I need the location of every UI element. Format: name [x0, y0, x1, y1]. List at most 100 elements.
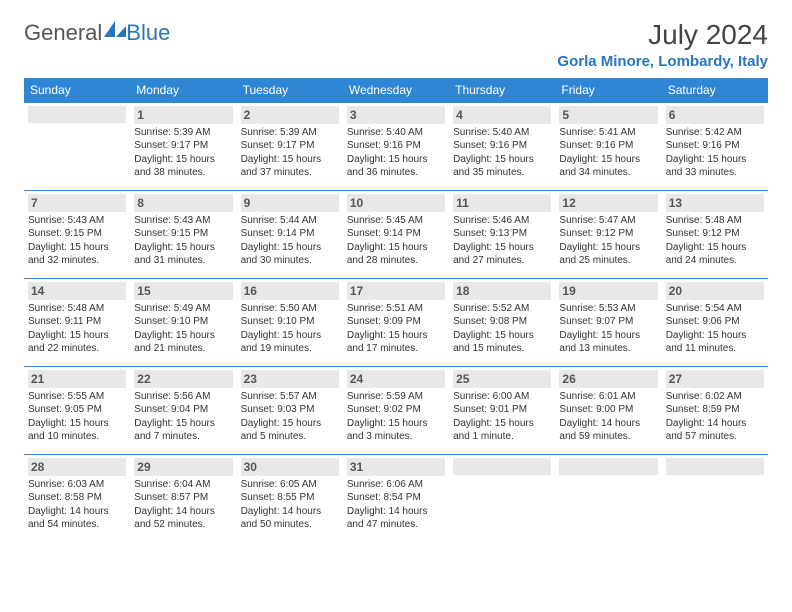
- day-info: Sunrise: 5:40 AMSunset: 9:16 PMDaylight:…: [453, 126, 551, 180]
- daylight-text: Daylight: 15 hours and 34 minutes.: [559, 153, 657, 180]
- day-number: 27: [666, 370, 764, 388]
- weekday-header: Friday: [555, 78, 661, 103]
- sunset-text: Sunset: 9:15 PM: [28, 227, 126, 241]
- sunset-text: Sunset: 8:58 PM: [28, 491, 126, 505]
- day-number: 8: [134, 194, 232, 212]
- day-info: Sunrise: 5:55 AMSunset: 9:05 PMDaylight:…: [28, 390, 126, 444]
- calendar-day-cell: 11Sunrise: 5:46 AMSunset: 9:13 PMDayligh…: [449, 190, 555, 278]
- sunset-text: Sunset: 9:08 PM: [453, 315, 551, 329]
- day-info: Sunrise: 6:01 AMSunset: 9:00 PMDaylight:…: [559, 390, 657, 444]
- daylight-text: Daylight: 15 hours and 1 minute.: [453, 417, 551, 444]
- daynum-placeholder: [559, 458, 657, 475]
- day-number: 1: [134, 106, 232, 124]
- sunrise-text: Sunrise: 6:01 AM: [559, 390, 657, 404]
- sunset-text: Sunset: 9:17 PM: [134, 139, 232, 153]
- calendar-week-row: 28 Sunrise: 6:03 AMSunset: 8:58 PM Dayligh…: [24, 454, 768, 542]
- sunrise-text: Sunrise: 5:59 AM: [347, 390, 445, 404]
- day-number: 26: [559, 370, 657, 388]
- sunset-text: Sunset: 9:11 PM: [28, 315, 126, 329]
- calendar-day-cell: 26 Sunrise: 6:01 AMSunset: 9:00 PMDayligh…: [555, 366, 661, 454]
- sunrise-text: Sunrise: 5:45 AM: [347, 214, 445, 228]
- day-number: 14: [28, 282, 126, 300]
- day-number: 24: [347, 370, 445, 388]
- calendar-day-cell: 15Sunrise: 5:49 AMSunset: 9:10 PMDayligh…: [130, 278, 236, 366]
- day-info: Sunrise: 5:43 AMSunset: 9:15 PMDaylight:…: [134, 214, 232, 268]
- calendar-empty-cell: [24, 102, 130, 190]
- calendar-week-row: 1 Sunrise: 5:39 AMSunset: 9:17 PM Daylight…: [24, 102, 768, 190]
- sunset-text: Sunset: 9:14 PM: [241, 227, 339, 241]
- day-number: 29: [134, 458, 232, 476]
- calendar-day-cell: 18Sunrise: 5:52 AMSunset: 9:08 PMDayligh…: [449, 278, 555, 366]
- sunrise-text: Sunrise: 5:40 AM: [347, 126, 445, 140]
- day-info: Sunrise: 5:52 AMSunset: 9:08 PMDaylight:…: [453, 302, 551, 356]
- calendar-day-cell: 25Sunrise: 6:00 AMSunset: 9:01 PMDayligh…: [449, 366, 555, 454]
- sunrise-text: Sunrise: 5:46 AM: [453, 214, 551, 228]
- day-number: 28: [28, 458, 126, 476]
- sunset-text: Sunset: 9:07 PM: [559, 315, 657, 329]
- sunrise-text: Sunrise: 5:41 AM: [559, 126, 657, 140]
- sunrise-text: Sunrise: 5:49 AM: [134, 302, 232, 316]
- day-number: 23: [241, 370, 339, 388]
- calendar-day-cell: 22Sunrise: 5:56 AMSunset: 9:04 PMDayligh…: [130, 366, 236, 454]
- sunset-text: Sunset: 9:10 PM: [241, 315, 339, 329]
- sunset-text: Sunset: 9:01 PM: [453, 403, 551, 417]
- day-number: 20: [666, 282, 764, 300]
- daylight-text: Daylight: 14 hours and 47 minutes.: [347, 505, 445, 532]
- sunset-text: Sunset: 9:00 PM: [559, 403, 657, 417]
- day-info: Sunrise: 5:51 AMSunset: 9:09 PMDaylight:…: [347, 302, 445, 356]
- calendar-day-cell: 13 Sunrise: 5:48 AMSunset: 9:12 PMDayligh…: [662, 190, 768, 278]
- sunrise-text: Sunrise: 5:39 AM: [134, 126, 232, 140]
- calendar-day-cell: 20Sunrise: 5:54 AMSunset: 9:06 PMDayligh…: [662, 278, 768, 366]
- sunset-text: Sunset: 9:09 PM: [347, 315, 445, 329]
- calendar-day-cell: 14Sunrise: 5:48 AMSunset: 9:11 PMDayligh…: [24, 278, 130, 366]
- daylight-text: Daylight: 15 hours and 21 minutes.: [134, 329, 232, 356]
- brand-sail-icon: [104, 17, 126, 43]
- daynum-placeholder: [666, 458, 764, 475]
- day-info: Sunrise: 5:42 AMSunset: 9:16 PMDaylight:…: [666, 126, 764, 180]
- calendar-head: SundayMondayTuesdayWednesdayThursdayFrid…: [24, 78, 768, 103]
- daynum-placeholder: [453, 458, 551, 475]
- day-info: Sunrise: 6:06 AMSunset: 8:54 PMDaylight:…: [347, 478, 445, 532]
- weekday-header: Tuesday: [237, 78, 343, 103]
- sunrise-text: Sunrise: 5:50 AM: [241, 302, 339, 316]
- day-info: Sunrise: 5:47 AMSunset: 9:12 PMDaylight:…: [559, 214, 657, 268]
- sunrise-text: Sunrise: 5:51 AM: [347, 302, 445, 316]
- daylight-text: Daylight: 15 hours and 32 minutes.: [28, 241, 126, 268]
- brand-part2: Blue: [126, 20, 170, 46]
- sunrise-text: Sunrise: 5:44 AM: [241, 214, 339, 228]
- day-info: Sunrise: 5:59 AMSunset: 9:02 PMDaylight:…: [347, 390, 445, 444]
- sunrise-text: Sunrise: 6:03 AM: [28, 478, 126, 492]
- day-info: Sunrise: 6:04 AMSunset: 8:57 PMDaylight:…: [134, 478, 232, 532]
- daylight-text: Daylight: 14 hours and 52 minutes.: [134, 505, 232, 532]
- daylight-text: Daylight: 15 hours and 7 minutes.: [134, 417, 232, 444]
- daylight-text: Daylight: 15 hours and 11 minutes.: [666, 329, 764, 356]
- sunset-text: Sunset: 9:13 PM: [453, 227, 551, 241]
- sunrise-text: Sunrise: 5:43 AM: [134, 214, 232, 228]
- daylight-text: Daylight: 15 hours and 27 minutes.: [453, 241, 551, 268]
- sunrise-text: Sunrise: 6:05 AM: [241, 478, 339, 492]
- daylight-text: Daylight: 15 hours and 3 minutes.: [347, 417, 445, 444]
- calendar-day-cell: 3Sunrise: 5:40 AMSunset: 9:16 PMDaylight…: [343, 102, 449, 190]
- day-number: 10: [347, 194, 445, 212]
- calendar-day-cell: 8 Sunrise: 5:43 AMSunset: 9:15 PMDaylight…: [130, 190, 236, 278]
- calendar-day-cell: 30Sunrise: 6:05 AMSunset: 8:55 PMDayligh…: [237, 454, 343, 542]
- day-info: Sunrise: 5:48 AMSunset: 9:12 PMDaylight:…: [666, 214, 764, 268]
- day-number: 4: [453, 106, 551, 124]
- day-info: Sunrise: 5:57 AMSunset: 9:03 PMDaylight:…: [241, 390, 339, 444]
- day-number: 17: [347, 282, 445, 300]
- sunset-text: Sunset: 8:59 PM: [666, 403, 764, 417]
- weekday-header: Monday: [130, 78, 236, 103]
- calendar-empty-cell: [555, 454, 661, 542]
- day-info: Sunrise: 5:45 AMSunset: 9:14 PMDaylight:…: [347, 214, 445, 268]
- header: General Blue July 2024 Gorla Minore, Lom…: [24, 20, 768, 70]
- day-number: 2: [241, 106, 339, 124]
- day-number: 13: [666, 194, 764, 212]
- calendar-day-cell: 4 Sunrise: 5:40 AMSunset: 9:16 PMDaylight…: [449, 102, 555, 190]
- calendar-day-cell: 1Sunrise: 5:39 AMSunset: 9:17 PMDaylight…: [130, 102, 236, 190]
- day-number: 22: [134, 370, 232, 388]
- sunrise-text: Sunrise: 5:48 AM: [666, 214, 764, 228]
- calendar-table: SundayMondayTuesdayWednesdayThursdayFrid…: [24, 78, 768, 543]
- sunrise-text: Sunrise: 6:02 AM: [666, 390, 764, 404]
- day-number: 6: [666, 106, 764, 124]
- brand-part1: General: [24, 20, 102, 46]
